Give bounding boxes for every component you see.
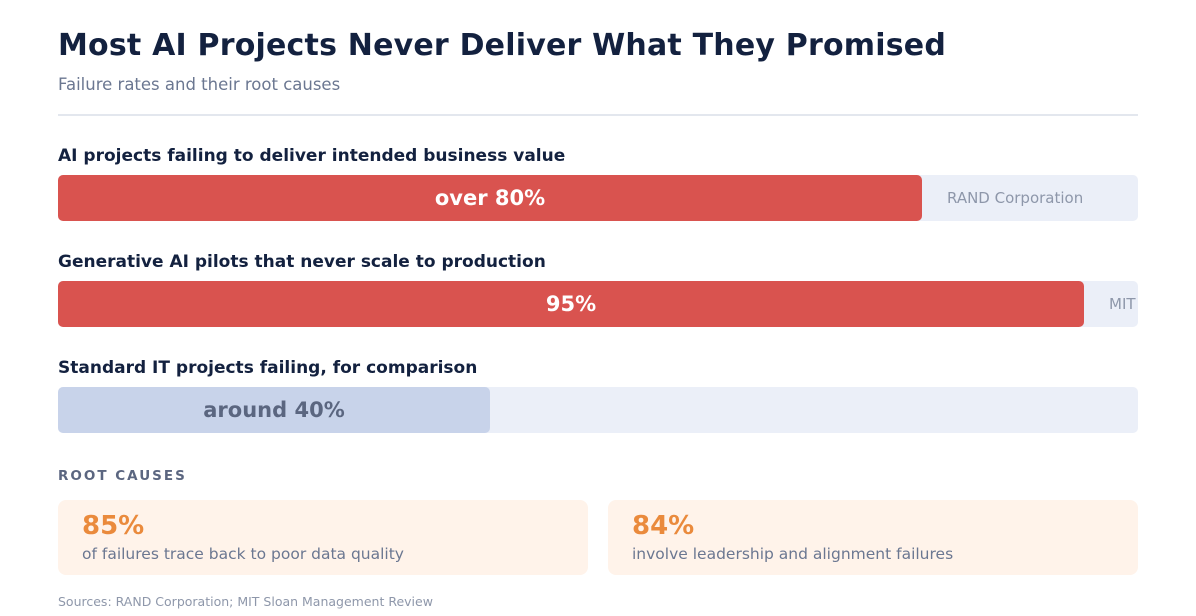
root-cause-text: of failures trace back to poor data qual… xyxy=(82,545,404,563)
bar-value-label: 95% xyxy=(545,292,597,316)
root-cause-value: 85% xyxy=(82,511,145,541)
bar: 95% xyxy=(58,281,1084,327)
bar-source-label: MIT xyxy=(1109,295,1136,313)
root-cause-card-data-quality: 85% of failures trace back to poor data … xyxy=(58,500,588,575)
bar-source-label: RAND Corporation xyxy=(947,189,1084,207)
bar-value-label: over 80% xyxy=(434,186,546,210)
bar: around 40% xyxy=(58,387,490,433)
bar-track: over 80% RAND Corporation xyxy=(58,175,1138,221)
bar-value-label: around 40% xyxy=(203,398,345,422)
root-cause-text: involve leadership and alignment failure… xyxy=(632,545,954,563)
root-causes-heading: ROOT CAUSES xyxy=(58,468,187,484)
bar: over 80% xyxy=(58,175,922,221)
page-subtitle: Failure rates and their root causes xyxy=(58,75,341,94)
root-cause-value: 84% xyxy=(632,511,695,541)
header-divider xyxy=(58,114,1138,116)
bar-track: around 40% xyxy=(58,387,1138,433)
metric-label: Generative AI pilots that never scale to… xyxy=(58,252,546,272)
sources-footnote: Sources: RAND Corporation; MIT Sloan Man… xyxy=(58,594,433,609)
metric-label: AI projects failing to deliver intended … xyxy=(58,146,566,166)
bar-track: 95% MIT xyxy=(58,281,1138,327)
root-cause-card-leadership: 84% involve leadership and alignment fai… xyxy=(608,500,1138,575)
metric-label: Standard IT projects failing, for compar… xyxy=(58,358,478,378)
page-title: Most AI Projects Never Deliver What They… xyxy=(58,28,946,63)
